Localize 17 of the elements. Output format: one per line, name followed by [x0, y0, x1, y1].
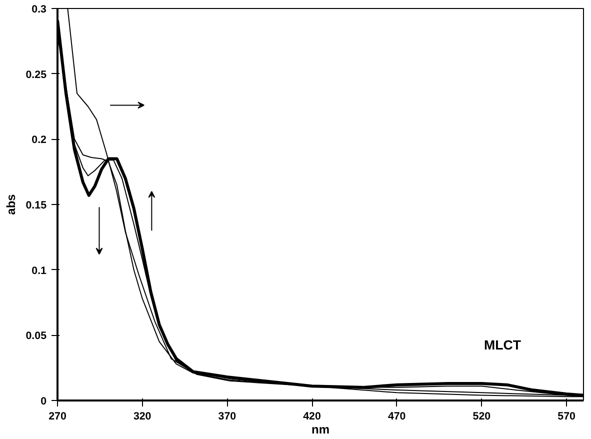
y-axis-title: abs	[4, 194, 18, 215]
y-tick-label: 0.3	[32, 4, 47, 16]
x-axis-title: nm	[312, 422, 330, 436]
x-tick-label: 470	[388, 410, 406, 422]
x-tick-label: 520	[472, 410, 491, 422]
x-tick-label: 270	[48, 410, 66, 422]
y-tick-label: 0.05	[26, 330, 47, 342]
annotation: MLCT	[484, 338, 522, 352]
x-tick-label: 570	[558, 410, 576, 422]
y-tick-label: 0.1	[32, 264, 47, 277]
y-tick-label: 0	[40, 396, 47, 408]
y-tick-label: 0.15	[26, 200, 47, 212]
x-tick-label: 370	[218, 410, 236, 422]
x-tick-label: 420	[303, 410, 321, 422]
x-tick-label: 320	[133, 410, 152, 422]
y-tick-label: 0.25	[26, 68, 47, 81]
y-tick-label: 0.2	[32, 134, 47, 146]
